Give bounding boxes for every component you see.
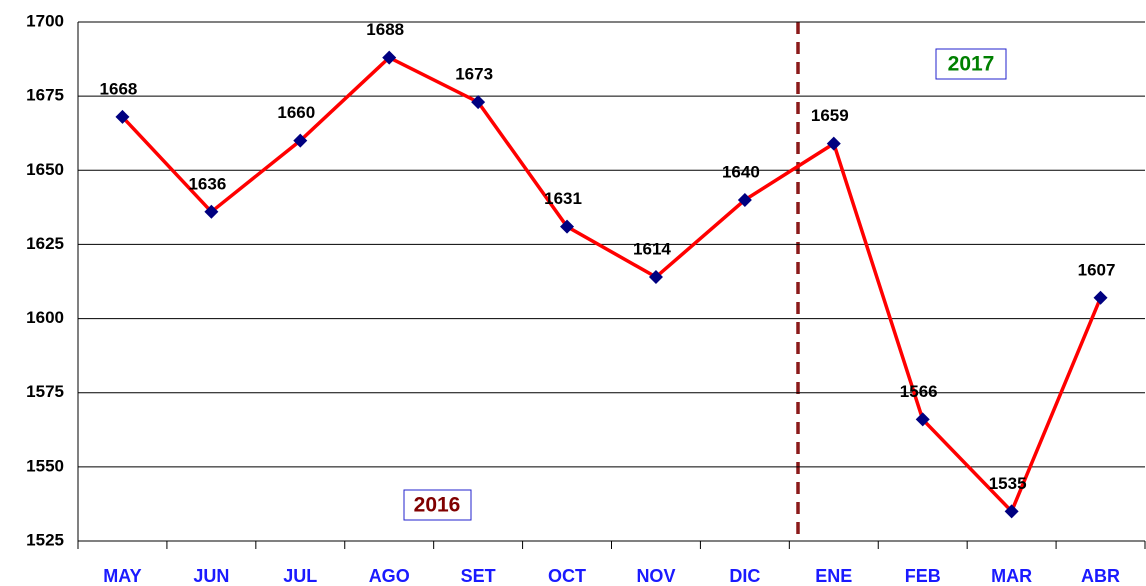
marker xyxy=(826,136,841,151)
marker xyxy=(204,204,219,219)
marker xyxy=(915,412,930,427)
x-tick-label: ENE xyxy=(815,566,852,586)
x-tick-label: ABR xyxy=(1081,566,1120,586)
y-tick-label: 1625 xyxy=(26,234,64,253)
data-label: 1659 xyxy=(811,106,849,125)
data-label: 1535 xyxy=(989,474,1027,493)
x-tick-label: DIC xyxy=(729,566,760,586)
x-tick-label: FEB xyxy=(905,566,941,586)
x-tick-label: MAY xyxy=(103,566,141,586)
x-tick-label: AGO xyxy=(369,566,410,586)
marker xyxy=(737,192,752,207)
annotation: 2017 xyxy=(948,53,995,76)
data-label: 1607 xyxy=(1078,260,1116,279)
y-tick-label: 1675 xyxy=(26,86,64,105)
annotation-box xyxy=(403,489,472,521)
y-tick-label: 1650 xyxy=(26,160,64,179)
y-tick-label: 1575 xyxy=(26,382,64,401)
data-label: 1566 xyxy=(900,382,938,401)
x-tick-label: JUL xyxy=(283,566,317,586)
annotation: 2016 xyxy=(414,494,461,517)
data-label: 1636 xyxy=(188,174,226,193)
data-label: 1614 xyxy=(633,240,671,259)
x-tick-label: MAR xyxy=(991,566,1032,586)
marker xyxy=(560,219,575,234)
marker xyxy=(382,50,397,65)
annotation-box xyxy=(935,48,1007,80)
data-label: 1660 xyxy=(277,103,315,122)
marker xyxy=(1004,504,1019,519)
marker xyxy=(115,109,130,124)
y-tick-label: 1700 xyxy=(26,11,64,30)
x-tick-label: NOV xyxy=(636,566,675,586)
marker xyxy=(1093,290,1108,305)
line xyxy=(121,55,1103,515)
x-tick-label: JUN xyxy=(193,566,229,586)
y-tick-label: 1600 xyxy=(26,308,64,327)
data-label: 1688 xyxy=(366,20,404,39)
data-label: 1668 xyxy=(100,79,138,98)
data-label: 1631 xyxy=(544,189,582,208)
marker xyxy=(471,95,486,110)
y-tick-label: 1525 xyxy=(26,530,64,549)
data-label: 1640 xyxy=(722,162,760,181)
marker xyxy=(293,133,308,148)
y-tick-label: 1550 xyxy=(26,456,64,475)
x-tick-label: OCT xyxy=(548,566,586,586)
data-label: 1673 xyxy=(455,65,493,84)
x-tick-label: SET xyxy=(461,566,496,586)
marker xyxy=(648,270,663,285)
